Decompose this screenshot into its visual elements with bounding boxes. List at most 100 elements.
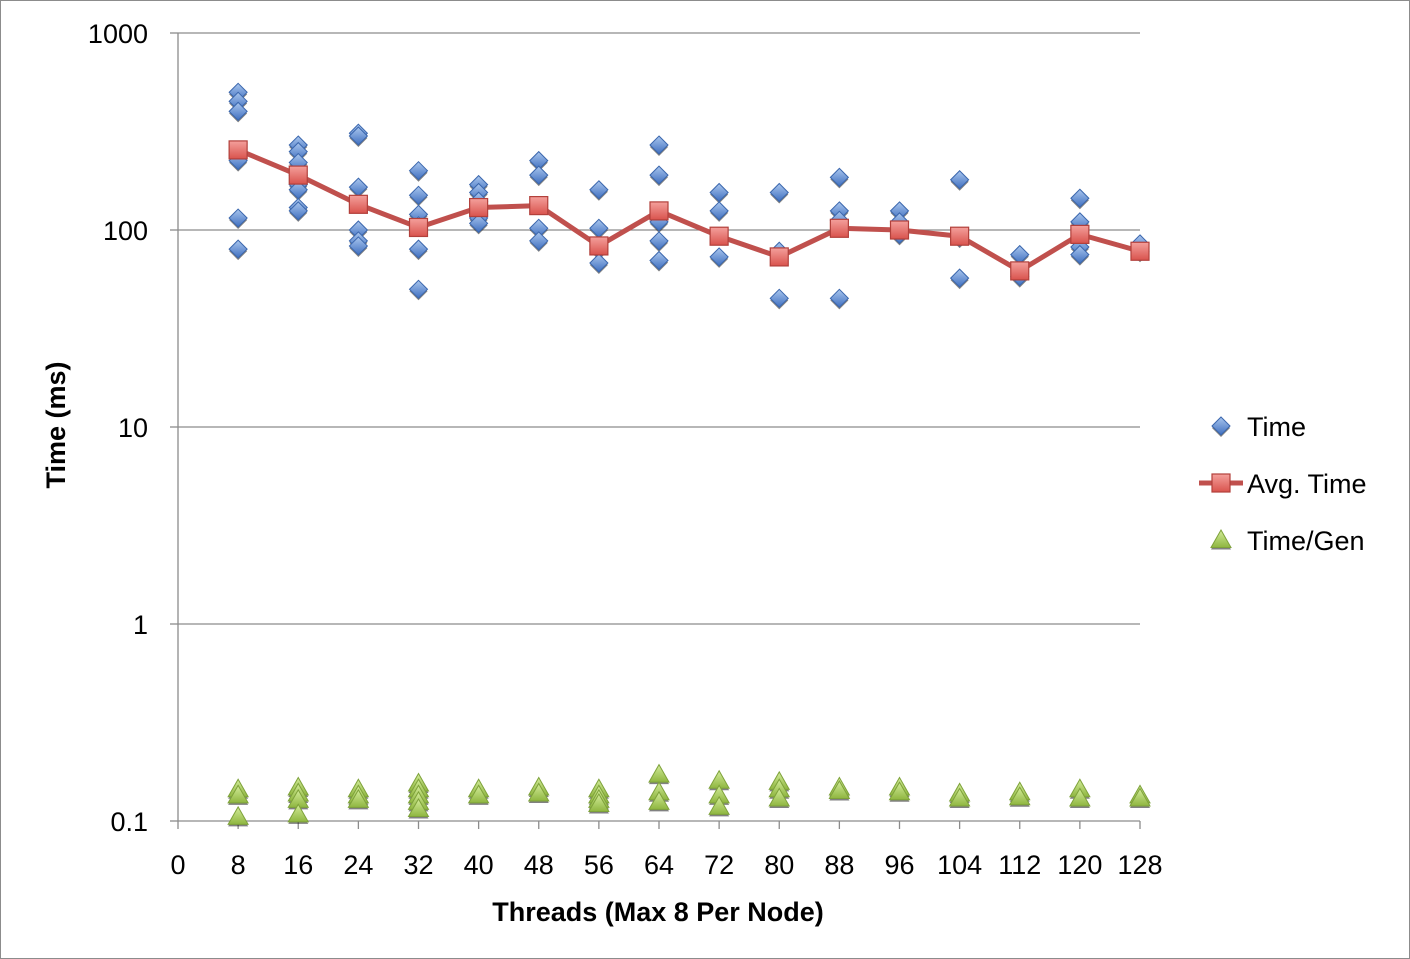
legend-item: Avg. Time bbox=[1199, 469, 1367, 499]
y-tick-label: 10 bbox=[118, 413, 148, 443]
time-gen-point bbox=[648, 763, 670, 783]
data-series bbox=[227, 82, 1151, 827]
time-point bbox=[649, 135, 669, 155]
time-gen-point bbox=[527, 782, 550, 802]
time-point bbox=[228, 239, 248, 259]
time-point bbox=[288, 201, 308, 221]
series-avg-time bbox=[228, 140, 1150, 281]
time-point bbox=[529, 231, 549, 251]
time-gen-point bbox=[1008, 786, 1031, 806]
avg-time-point bbox=[1070, 224, 1090, 244]
time-gen-point bbox=[888, 781, 911, 801]
avg-time-point bbox=[709, 226, 729, 246]
time-point bbox=[348, 236, 369, 256]
x-axis-title: Threads (Max 8 Per Node) bbox=[492, 897, 824, 927]
time-gen-point bbox=[708, 795, 730, 815]
time-point bbox=[348, 177, 369, 197]
avg-time-point bbox=[769, 247, 789, 267]
avg-time-point bbox=[889, 220, 910, 240]
avg-time-point bbox=[589, 236, 609, 256]
avg-time-point bbox=[1211, 473, 1231, 493]
time-point bbox=[829, 167, 850, 188]
time-point bbox=[408, 160, 429, 181]
avg-time-point bbox=[288, 165, 308, 185]
time-point bbox=[589, 253, 609, 273]
x-tick-label: 104 bbox=[937, 850, 982, 880]
time-point bbox=[769, 182, 789, 203]
avg-time-point bbox=[228, 140, 248, 160]
x-tick-label: 32 bbox=[403, 850, 433, 880]
time-point bbox=[529, 165, 549, 185]
legend-item: Time bbox=[1211, 412, 1306, 442]
time-gen-point bbox=[828, 779, 851, 799]
x-tick-label: 88 bbox=[824, 850, 854, 880]
time-gen-point bbox=[948, 787, 971, 807]
avg-time-point bbox=[1130, 241, 1150, 261]
legend-label: Time/Gen bbox=[1247, 526, 1365, 556]
avg-time-line bbox=[237, 147, 1141, 274]
legend: Time Avg. Time Time/Gen bbox=[1199, 412, 1367, 556]
y-tick-label: 1 bbox=[133, 610, 148, 640]
x-tick-label: 112 bbox=[998, 850, 1041, 880]
time-point bbox=[1211, 416, 1231, 436]
x-tick-label: 80 bbox=[764, 850, 794, 880]
time-gen-point bbox=[588, 792, 610, 812]
time-point bbox=[649, 250, 669, 271]
time-gen-point bbox=[227, 784, 249, 804]
x-tick-label: 24 bbox=[343, 850, 373, 880]
time-point bbox=[408, 185, 429, 206]
time-point bbox=[468, 213, 489, 234]
time-point bbox=[408, 279, 429, 300]
avg-time-point bbox=[1010, 261, 1030, 281]
time-gen-point bbox=[648, 790, 670, 810]
time-point bbox=[1070, 188, 1090, 208]
time-point bbox=[949, 170, 970, 190]
avg-time-point bbox=[950, 226, 970, 246]
y-tick-label: 100 bbox=[103, 216, 148, 246]
avg-time-point bbox=[649, 201, 669, 221]
x-tick-label: 128 bbox=[1117, 850, 1162, 880]
series-time-gen bbox=[227, 763, 1151, 827]
legend-item: Time/Gen bbox=[1210, 526, 1365, 556]
time-gen-point bbox=[347, 788, 370, 808]
x-tick-label: 16 bbox=[283, 850, 313, 880]
time-point bbox=[649, 231, 669, 251]
time-point bbox=[348, 126, 369, 146]
y-axis-title: Time (ms) bbox=[41, 361, 71, 488]
time-gen-point bbox=[768, 787, 791, 807]
x-tick-label: 56 bbox=[584, 850, 614, 880]
time-point bbox=[228, 101, 248, 122]
time-point bbox=[949, 268, 970, 288]
legend-label: Avg. Time bbox=[1247, 469, 1367, 499]
time-gen-point bbox=[1210, 528, 1232, 548]
time-point bbox=[1070, 244, 1090, 265]
time-point bbox=[589, 180, 609, 200]
x-tick-label: 48 bbox=[524, 850, 554, 880]
time-gen-point bbox=[227, 805, 249, 825]
x-tick-label: 96 bbox=[884, 850, 914, 880]
time-point bbox=[709, 182, 729, 203]
x-tick-label: 72 bbox=[704, 850, 734, 880]
x-tick-label: 8 bbox=[231, 850, 246, 880]
x-tick-label: 64 bbox=[644, 850, 674, 880]
time-gen-point bbox=[287, 803, 310, 823]
time-gen-point bbox=[1069, 787, 1091, 807]
time-point bbox=[228, 208, 248, 228]
legend-label: Time bbox=[1247, 412, 1306, 442]
avg-time-point bbox=[529, 196, 549, 216]
y-tick-label: 1000 bbox=[88, 19, 148, 49]
y-tick-label: 0.1 bbox=[110, 807, 148, 837]
time-gen-point bbox=[1129, 787, 1151, 807]
x-tick-label: 0 bbox=[170, 850, 185, 880]
time-point bbox=[829, 288, 850, 309]
axes bbox=[170, 32, 1141, 829]
avg-time-point bbox=[348, 194, 368, 214]
time-point bbox=[1010, 244, 1030, 265]
time-point bbox=[709, 247, 729, 267]
time-point bbox=[649, 165, 669, 185]
tick-labels: 0.1 1 10 100 1000 0 8 16 24 32 40 48 56 64 72 80 88 96 104… bbox=[88, 19, 1163, 880]
time-point bbox=[589, 218, 609, 239]
x-tick-label: 40 bbox=[464, 850, 494, 880]
avg-time-point bbox=[408, 217, 429, 238]
